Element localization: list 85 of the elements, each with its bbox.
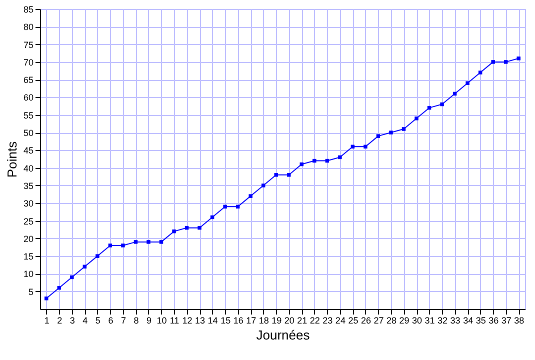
x-tick-label: 1 [44,316,50,326]
x-tick-label: 19 [272,316,282,326]
x-tick-label: 14 [208,316,218,326]
x-tick-label: 29 [399,316,410,326]
point [338,155,342,160]
x-tick-label: 26 [360,316,371,326]
point [491,60,495,64]
x-tick-label: 18 [258,316,269,326]
point [376,134,380,138]
point [70,275,74,280]
x-tick-label: 16 [233,316,244,326]
point [261,184,266,188]
y-tick-label: 40 [23,163,34,174]
point [96,254,100,258]
x-tick-label: 23 [322,316,333,326]
x-tick-label: 11 [170,316,180,326]
x-tick-label: 25 [348,316,358,326]
y-axis-title: Points [4,140,20,178]
point [364,144,368,149]
point [414,116,418,120]
y-tick-label: 15 [23,252,34,262]
y-tick-label: 25 [23,216,34,226]
x-tick-label: 6 [108,316,114,326]
point [159,240,164,244]
x-tick-label: 37 [501,316,512,326]
x-tick-label: 36 [488,316,499,326]
point [274,173,278,177]
y-tick-label: 10 [23,269,34,280]
point [108,244,112,248]
point [402,127,406,131]
x-tick-label: 22 [310,316,320,326]
x-tick-label: 5 [95,316,100,326]
point [121,244,125,248]
x-tick-label: 38 [514,316,524,326]
point [478,70,482,74]
y-tick-label: 5 [28,286,34,297]
y-tick-label: 35 [23,180,34,191]
x-tick-label: 9 [146,316,152,326]
y-tick-label: 70 [23,57,34,68]
y-tick-label: 65 [23,75,34,86]
x-tick-label: 2 [57,316,62,326]
x-tick-label: 13 [195,316,206,326]
y-tick-label: 45 [23,146,34,156]
point [146,240,150,244]
y-tick-label: 30 [23,198,34,209]
point [134,240,138,244]
point [504,60,508,64]
x-axis-title: Journées [256,328,310,342]
x-tick-label: 10 [156,316,167,326]
y-tick-label: 85 [23,4,34,14]
x-tick-label: 3 [70,316,75,326]
point [44,296,48,300]
x-tick-label: 21 [297,316,308,326]
x-tick-label: 33 [450,316,460,326]
y-tick-label: 60 [23,92,34,103]
x-tick-label: 24 [335,316,346,326]
y-tick-label: 80 [23,22,34,32]
point [172,229,176,234]
x-tick-label: 32 [438,316,448,326]
x-tick-label: 12 [182,316,192,326]
x-tick-label: 30 [412,316,422,326]
y-tick-label: 55 [23,110,34,120]
point [248,194,252,198]
y-tick-label: 50 [23,128,34,138]
point [223,204,227,209]
x-tick-label: 31 [424,316,435,326]
point [312,158,316,163]
x-tick-label: 8 [134,316,139,326]
x-tick-label: 15 [220,316,231,326]
point [440,102,444,106]
x-tick-label: 17 [246,316,256,326]
x-tick-label: 27 [374,316,384,326]
y-tick-label: 75 [23,40,34,50]
point [516,56,520,60]
point [389,130,393,134]
point [287,173,291,177]
y-tick-label: 20 [23,234,34,244]
x-tick-label: 34 [463,316,474,326]
x-tick-label: 35 [476,316,486,326]
x-tick-label: 4 [82,316,88,326]
x-tick-label: 20 [284,316,294,326]
x-tick-label: 28 [386,316,396,326]
x-tick-label: 7 [120,316,126,326]
point [466,81,470,85]
point [198,226,202,230]
